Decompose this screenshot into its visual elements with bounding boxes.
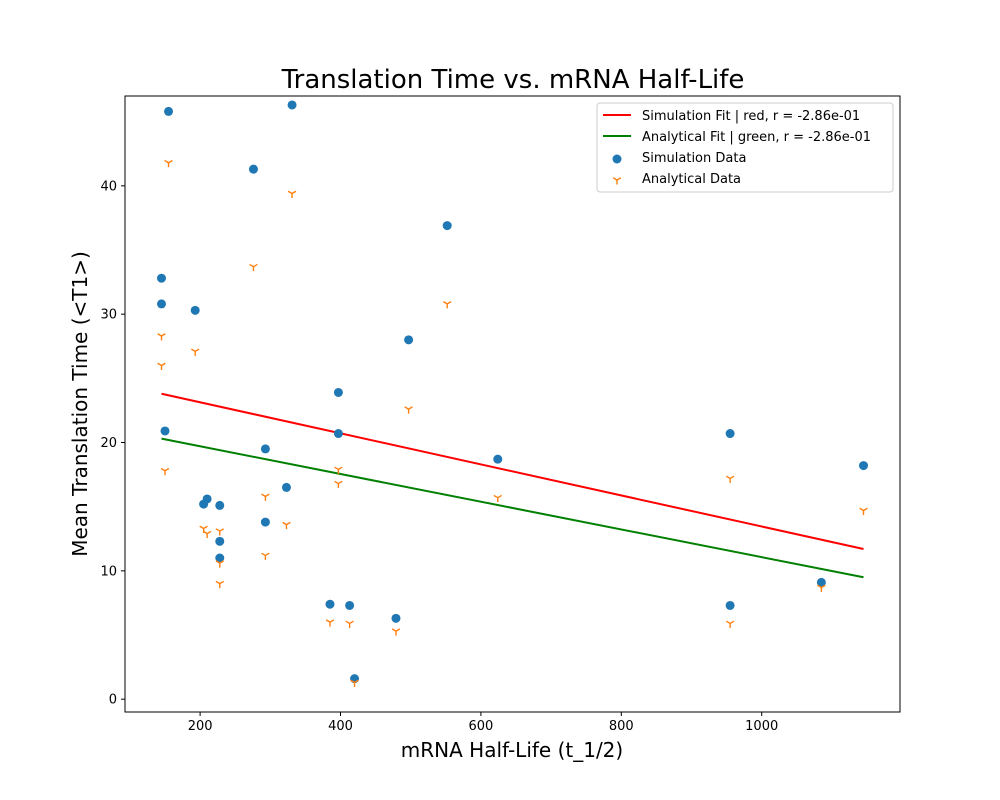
simulation-point — [404, 335, 414, 345]
series-layer — [157, 100, 868, 687]
analytical-point — [287, 190, 297, 199]
x-tick-label: 400 — [328, 719, 353, 734]
analytical-point — [334, 466, 343, 474]
analytical-point — [325, 619, 335, 627]
simulation-point — [190, 305, 200, 315]
simulation-point — [215, 500, 225, 510]
y-tick-label: 40 — [100, 179, 117, 194]
analytical-point — [817, 584, 826, 593]
analytical-point — [261, 493, 270, 501]
y-axis-ticks: 0 10 20 30 40 — [100, 179, 125, 708]
legend-box — [596, 102, 894, 193]
legend-label: Analytical Data — [642, 172, 741, 187]
simulation-point — [725, 600, 735, 610]
x-tick-label: 200 — [188, 719, 213, 734]
simulation-point — [215, 536, 225, 546]
simulation-point — [816, 577, 826, 587]
simulation-point — [164, 106, 174, 116]
analytical-point — [725, 475, 735, 483]
y-tick-label: 10 — [100, 564, 117, 579]
simulation-point — [333, 387, 343, 397]
y-tick-label: 0 — [109, 693, 117, 708]
analytical-point — [404, 406, 413, 414]
x-axis-ticks: 200 400 600 800 1000 — [188, 712, 778, 734]
simulation-point — [157, 299, 167, 309]
simulation-point — [345, 600, 355, 610]
simulation-point — [281, 482, 291, 492]
analytical-point — [202, 530, 212, 539]
analytical-point — [334, 480, 343, 489]
legend-circle-swatch — [612, 154, 622, 164]
y-tick-label: 20 — [100, 436, 117, 451]
simulation-point — [160, 426, 170, 436]
x-tick-label: 1000 — [745, 719, 778, 734]
simulation-point — [260, 517, 270, 527]
legend-label: Simulation Fit | red, r = -2.86e-01 — [642, 109, 860, 124]
analytical-point — [261, 552, 270, 560]
x-axis-label: mRNA Half-Life (t_1/2) — [401, 738, 623, 762]
analytical-point — [190, 348, 200, 356]
analytical-point — [345, 620, 354, 628]
simulation-point — [858, 461, 868, 471]
analytical-point — [215, 560, 225, 568]
analytical-point — [215, 580, 225, 589]
simulation-point — [260, 444, 270, 454]
y-axis-label: Mean Translation Time (<T1>) — [68, 251, 92, 557]
analytical-point — [215, 528, 225, 536]
analytical-point — [350, 679, 359, 687]
analytical-point — [859, 507, 868, 516]
simulation-point — [199, 499, 209, 509]
plot-area — [124, 95, 901, 713]
analytical-point — [164, 159, 173, 168]
legend-label: Analytical Fit | green, r = -2.86e-01 — [642, 130, 871, 145]
analytical-point — [249, 263, 258, 272]
analytical-point — [282, 521, 291, 530]
legend: Simulation Fit | red, r = -2.86e-01 Analy… — [596, 102, 894, 193]
simulation-point — [725, 429, 735, 439]
simulation-point — [333, 429, 343, 439]
fit-line — [161, 392, 864, 550]
y-tick-label: 30 — [100, 308, 117, 323]
chart-title: Translation Time vs. mRNA Half-Life — [281, 65, 745, 95]
simulation-point — [157, 273, 167, 283]
x-tick-label: 800 — [609, 719, 634, 734]
analytical-point — [157, 333, 166, 341]
simulation-point — [391, 613, 401, 623]
analytical-point — [391, 628, 401, 636]
analytical-point — [157, 362, 166, 370]
analytical-point — [493, 494, 503, 503]
fit-line — [161, 437, 864, 579]
simulation-point — [493, 454, 503, 464]
x-tick-label: 600 — [468, 719, 493, 734]
legend-label: Simulation Data — [642, 151, 746, 166]
simulation-point — [442, 221, 452, 231]
analytical-point — [160, 467, 170, 476]
simulation-point — [248, 164, 258, 174]
analytical-point — [199, 525, 208, 533]
legend-tri-swatch — [612, 177, 622, 185]
analytical-point — [725, 620, 735, 628]
simulation-point — [325, 599, 335, 609]
analytical-point — [442, 301, 452, 309]
simulation-point — [287, 100, 297, 110]
simulation-point — [215, 553, 225, 563]
